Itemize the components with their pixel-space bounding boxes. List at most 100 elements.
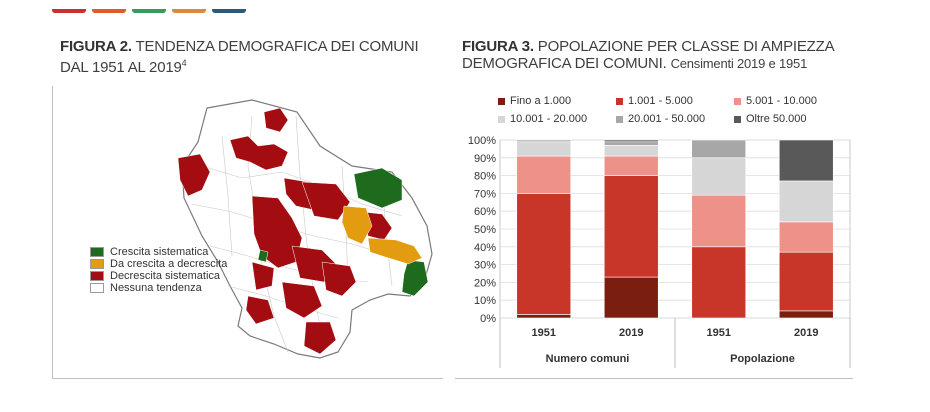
y-tick-label: 90% [474, 153, 496, 165]
bar-segment [691, 194, 747, 248]
legend-swatch [734, 97, 741, 105]
chart-legend-item: Fino a 1.000 [498, 95, 571, 107]
x-tick-label: 2019 [794, 327, 818, 339]
map-legend-item: Da crescita a decrescita [90, 258, 227, 270]
decline-area [303, 321, 337, 355]
growth-area [401, 259, 429, 297]
map-legend-item: Decrescita sistematica [90, 270, 227, 282]
group-label: Popolazione [730, 353, 795, 365]
bar-segment [603, 141, 659, 146]
bar-segment [778, 139, 834, 182]
bar-segment [516, 155, 572, 194]
decline-turn-area [341, 205, 373, 245]
decline-area [245, 295, 275, 325]
bar-segment [603, 175, 659, 278]
figure2-title-line1: TENDENZA DEMOGRAFICA DEI COMUNI [135, 38, 419, 55]
chart-bars [516, 139, 834, 319]
figure3-label: FIGURA 3. [462, 38, 534, 55]
bar-segment [691, 157, 747, 196]
y-tick-label: 70% [474, 188, 496, 200]
decline-turn-area [367, 237, 423, 265]
figure2-label: FIGURA 2. [60, 38, 132, 55]
legend-swatch-growth [90, 247, 104, 257]
decline-area [281, 281, 323, 319]
y-tick-label: 30% [474, 260, 496, 272]
y-tick-label: 50% [474, 224, 496, 236]
municipal-border [227, 285, 339, 319]
map-legend-label: Da crescita a decrescita [110, 258, 228, 270]
bar-segment [603, 155, 659, 176]
bar-segment [516, 139, 572, 143]
y-tick-label: 0% [480, 313, 496, 325]
chart-legend-item: 20.001 - 50.000 [616, 113, 705, 125]
bar-segment [778, 221, 834, 253]
legend-swatch [498, 97, 505, 105]
top-bar-segment [92, 9, 126, 13]
x-tick-label: 2019 [619, 327, 643, 339]
figure3-title-line1: POPOLAZIONE PER CLASSE DI AMPIEZZA [537, 38, 835, 55]
legend-swatch-decline [90, 271, 104, 281]
figure3-title-line2: DEMOGRAFICA DEI COMUNI. [462, 55, 667, 72]
chart-legend-label: 5.001 - 10.000 [746, 95, 817, 107]
legend-swatch [616, 115, 623, 123]
chart-legend-item: 5.001 - 10.000 [734, 95, 817, 107]
y-tick-label: 10% [474, 295, 496, 307]
bar-segment [778, 310, 834, 319]
legend-swatch-decline-turn [90, 259, 104, 269]
figure3-title: FIGURA 3. POPOLAZIONE PER CLASSE DI AMPI… [462, 38, 882, 72]
bar-segment [691, 139, 747, 159]
legend-swatch [734, 115, 741, 123]
municipal-border [201, 165, 403, 217]
growth-area [353, 167, 403, 209]
decline-area [263, 107, 289, 133]
region-outline [181, 99, 433, 359]
top-bar-segment [132, 9, 166, 13]
map-legend: Crescita sistematica Da crescita a decre… [90, 246, 227, 294]
legend-swatch [616, 97, 623, 105]
y-tick-label: 20% [474, 277, 496, 289]
decline-areas [177, 107, 393, 355]
map-legend-label: Nessuna tendenza [110, 282, 202, 294]
chart-axis: 0% 10% 20% 30% 40% 50% 60% 70% 80% 90% 100% 1951 201… [468, 135, 851, 368]
bar-segment [778, 180, 834, 223]
x-tick-label: 1951 [532, 327, 556, 339]
municipal-border [295, 115, 325, 347]
map-legend-item: Crescita sistematica [90, 246, 227, 258]
figure2-footnote: 4 [181, 58, 187, 68]
bar-segment [516, 193, 572, 315]
map-legend-label: Crescita sistematica [110, 246, 209, 258]
municipality-map [177, 99, 433, 359]
figure2-title: FIGURA 2. TENDENZA DEMOGRAFICA DEI COMUN… [60, 38, 450, 76]
figure2-title-line2: DAL 1951 AL 2019 [60, 59, 182, 76]
chart-panel [455, 86, 853, 379]
municipal-border [221, 135, 233, 257]
bar-segment [778, 251, 834, 312]
legend-swatch-none [90, 283, 104, 293]
growth-area [257, 249, 269, 263]
map-legend-item: Nessuna tendenza [90, 282, 227, 294]
bar-segment [516, 141, 572, 157]
growth-areas [257, 167, 429, 297]
map-legend-label: Decrescita sistematica [110, 270, 221, 282]
x-tick-label: 1951 [707, 327, 731, 339]
chart-legend-label: Oltre 50.000 [746, 113, 807, 125]
y-tick-label: 40% [474, 242, 496, 254]
y-tick-label: 60% [474, 206, 496, 218]
figure3-subtitle: Censimenti 2019 e 1951 [670, 56, 808, 71]
chart-legend-label: 10.001 - 20.000 [510, 113, 588, 125]
top-color-bar [52, 0, 262, 13]
chart-legend-item: 1.001 - 5.000 [616, 95, 693, 107]
top-bar-segment [52, 9, 86, 13]
bar-segment [603, 145, 659, 157]
bar-segment [691, 246, 747, 319]
bar-segment [516, 314, 572, 319]
stacked-bar-chart: 0% 10% 20% 30% 40% 50% 60% 70% 80% 90% 100% 1951 201… [468, 135, 851, 368]
decline-area [177, 153, 211, 197]
chart-legend-item: Oltre 50.000 [734, 113, 807, 125]
chart-legend-item: 10.001 - 20.000 [498, 113, 587, 125]
bar-segment [603, 276, 659, 319]
map-panel [52, 86, 443, 379]
decline-area [229, 135, 289, 171]
top-bar-segment [212, 9, 246, 13]
chart-legend-label: 20.001 - 50.000 [628, 113, 706, 125]
